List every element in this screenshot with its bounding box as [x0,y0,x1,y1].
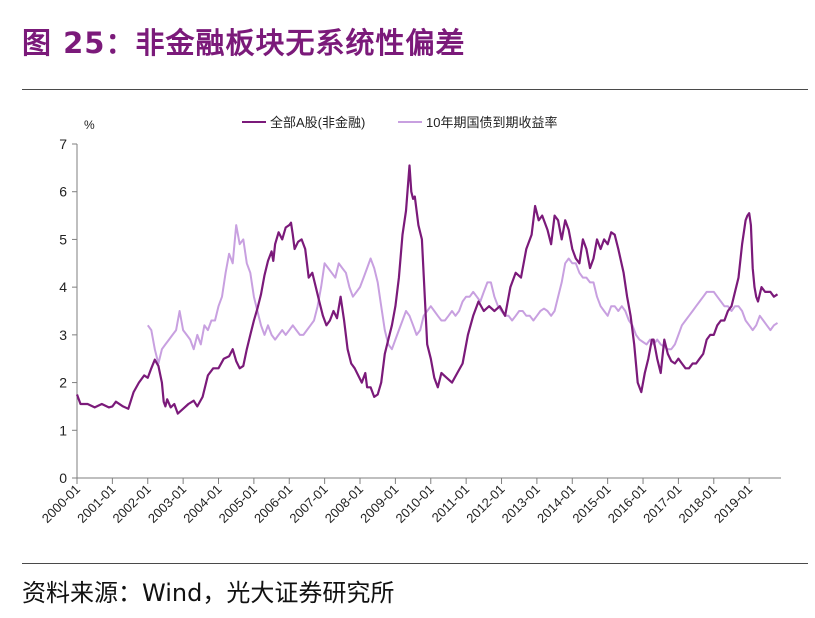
source-rule [22,563,808,564]
y-tick-label: 0 [59,470,67,486]
series-line-bond [146,224,779,365]
x-tick-label: 2018-01 [676,482,720,526]
legend-label-equity: 全部A股(非金融) [270,115,365,130]
title-rule [22,89,808,90]
legend: 全部A股(非金融) 10年期国债到期收益率 [242,115,557,130]
series-line-equity [75,164,779,415]
plot-area [75,164,779,415]
y-tick-label: 7 [59,136,67,152]
x-tick-label: 2017-01 [640,482,684,526]
line-chart: 全部A股(非金融) 10年期国债到期收益率 % 0 1 2 3 4 5 6 7 2000-01… [39,115,781,526]
x-tick-label: 2006-01 [251,482,295,526]
x-tick-label: 2014-01 [534,482,578,526]
x-tick-label: 2000-01 [39,482,83,526]
x-tick-label: 2013-01 [499,482,543,526]
x-tick-label: 2005-01 [216,482,260,526]
x-tick-label: 2019-01 [711,482,755,526]
x-tick-label: 2010-01 [393,482,437,526]
y-tick-label: 3 [59,327,67,343]
y-tick-label: 5 [59,231,67,247]
y-axis: 0 1 2 3 4 5 6 7 [59,136,78,486]
y-axis-unit-label: % [84,118,95,132]
x-tick-label: 2015-01 [569,482,613,526]
x-tick-label: 2009-01 [357,482,401,526]
x-axis: 2000-012001-012002-012003-012004-012005-… [39,477,781,526]
x-tick-label: 2003-01 [145,482,189,526]
y-tick-label: 6 [59,184,67,200]
y-tick-label: 4 [59,279,67,295]
x-tick-label: 2004-01 [180,482,224,526]
x-tick-label: 2002-01 [110,482,154,526]
y-tick-label: 2 [59,375,67,391]
y-tick-label: 1 [59,422,67,438]
x-tick-label: 2001-01 [74,482,118,526]
x-tick-label: 2012-01 [463,482,507,526]
x-tick-label: 2016-01 [605,482,649,526]
legend-label-bond: 10年期国债到期收益率 [426,115,557,130]
x-tick-label: 2007-01 [286,482,330,526]
x-tick-label: 2008-01 [322,482,366,526]
figure-source: 资料来源：Wind，光大证券研究所 [22,579,395,607]
figure-title: 图 25：非金融板块无系统性偏差 [22,26,466,60]
